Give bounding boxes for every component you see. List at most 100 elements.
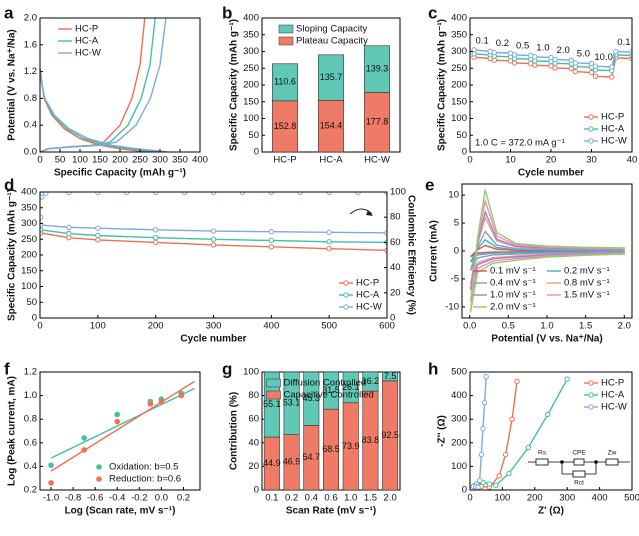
legend-marker xyxy=(343,292,349,298)
bar-segment xyxy=(364,45,390,93)
marker xyxy=(564,376,570,382)
legend-label: HC-P xyxy=(356,278,379,289)
circuit-label: Zw xyxy=(608,450,617,457)
marker xyxy=(548,54,554,61)
y-tick-label: 250 xyxy=(451,63,467,74)
fit-line xyxy=(50,380,195,472)
series-line xyxy=(469,189,625,313)
marker xyxy=(477,477,483,484)
y-tick-label: 40 xyxy=(248,437,259,448)
legend-label: HC-W xyxy=(356,302,382,313)
point xyxy=(48,462,54,469)
point xyxy=(178,392,185,399)
legend-label: 0.4 mV s⁻¹ xyxy=(490,278,536,289)
legend-marker xyxy=(588,138,594,144)
marker xyxy=(496,473,502,479)
x-tick-label: -0.4 xyxy=(109,493,125,504)
bar-segment xyxy=(342,371,359,404)
y-axis-label: -Z'' (Ω) xyxy=(437,415,448,447)
legend-marker xyxy=(588,114,594,120)
marker xyxy=(152,239,159,246)
y-tick-label: 200 xyxy=(243,80,259,91)
series-line xyxy=(40,224,387,234)
plot-frame xyxy=(469,371,633,491)
point xyxy=(48,480,54,486)
legend-label: Sloping Capacity xyxy=(296,24,368,35)
y-tick-label: 1.6 xyxy=(24,39,37,50)
marker xyxy=(609,74,615,80)
y-tick-label: 0 xyxy=(254,147,259,158)
y-tick-label: 300 xyxy=(21,218,37,229)
y-tick-label: 0 xyxy=(454,246,459,257)
y-tick-label: 0.0 xyxy=(24,147,37,158)
value-label: 73.9 xyxy=(342,441,360,451)
value-label: 68.5 xyxy=(322,444,340,454)
marker xyxy=(95,237,101,243)
x-tick-label: 500 xyxy=(321,321,337,332)
y-tick-label: 0.8 xyxy=(24,414,37,425)
circuit-cpe xyxy=(573,458,585,466)
marker xyxy=(478,451,485,458)
y-tick-label: 100 xyxy=(243,113,259,124)
marker xyxy=(326,246,332,252)
x-tick-label: 2.0 xyxy=(618,321,631,332)
value-label: 26.1 xyxy=(342,382,360,392)
marker xyxy=(511,60,518,66)
marker xyxy=(493,482,499,488)
marker xyxy=(532,54,538,60)
x-axis-label: Specific Capacity (mAh g⁻¹) xyxy=(54,168,186,179)
y-tick-label: 400 xyxy=(451,390,467,401)
x-tick-label: 100 xyxy=(90,321,106,332)
bar-segment xyxy=(263,371,280,438)
legend-label: HC-P xyxy=(601,378,624,389)
y-tick-label: 100 xyxy=(451,461,467,472)
panel-letter: b xyxy=(222,3,232,22)
circuit-node xyxy=(594,460,598,464)
x-tick-label: 100 xyxy=(494,493,510,504)
bar-segment xyxy=(364,92,390,153)
value-label: 16.2 xyxy=(362,376,380,386)
marker xyxy=(506,470,512,477)
y-tick-label: 400 xyxy=(243,13,259,24)
y-tick-label: 0.4 xyxy=(24,461,37,472)
legend-label: HC-A xyxy=(75,36,99,47)
legend-label: Capacitive Controlled xyxy=(284,390,374,401)
x-tick-label: 200 xyxy=(148,321,164,332)
rate-label: 10.0 xyxy=(594,52,613,63)
marker xyxy=(568,57,574,63)
marker xyxy=(572,60,578,66)
x-axis-label: Cycle number xyxy=(518,168,584,179)
value-label: 139.3 xyxy=(366,63,389,73)
point xyxy=(147,401,154,407)
marker xyxy=(475,484,481,490)
y-tick-label: 0 xyxy=(32,313,37,324)
arrow xyxy=(349,208,373,215)
marker xyxy=(40,194,45,200)
legend-label: 0.1 mV s⁻¹ xyxy=(490,266,536,277)
y-tick-label: 150 xyxy=(243,96,259,107)
marker xyxy=(268,237,275,244)
y-tick-label: 150 xyxy=(451,96,467,107)
bar-segment xyxy=(318,54,344,101)
marker xyxy=(268,244,275,250)
bar-segment xyxy=(318,99,344,153)
marker xyxy=(514,378,520,385)
series-line xyxy=(40,18,168,152)
bar-segment xyxy=(362,371,379,392)
x-tick-label: 10 xyxy=(505,155,516,166)
point xyxy=(81,435,87,441)
marker xyxy=(525,444,532,451)
legend-label: Plateau Capacity xyxy=(296,36,368,47)
legend-marker xyxy=(343,304,349,310)
legend-label: 2.0 mV s⁻¹ xyxy=(490,302,536,313)
marker xyxy=(95,192,101,196)
marker xyxy=(592,63,599,69)
legend-swatch xyxy=(266,390,281,400)
x-tick-label: 200 xyxy=(527,493,543,504)
value-label: 152.8 xyxy=(274,121,297,131)
plot-frame xyxy=(39,371,201,491)
marker xyxy=(152,234,159,241)
y2-tick-label: 100 xyxy=(390,187,406,198)
legend-marker xyxy=(588,380,594,386)
